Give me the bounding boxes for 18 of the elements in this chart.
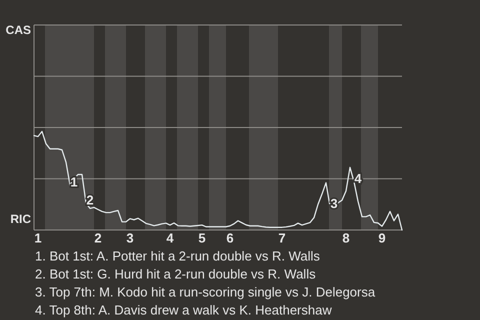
text: 2. Bot 1st: G. Hurd hit a 2-run double vs R. Walls <box>35 266 316 282</box>
text: 1. Bot 1st: A. Potter hit a 2-run double vs R. Walls <box>35 248 320 264</box>
annotation: 1 <box>70 174 78 190</box>
x-tick-label: 3 <box>126 230 134 246</box>
x-tick-label: 1 <box>34 230 42 246</box>
text: 4. Top 8th: A. Davis drew a walk vs K. Heathershaw <box>35 302 332 318</box>
text: RIC <box>10 212 32 226</box>
x-tick-label: 5 <box>198 230 206 246</box>
x-tick-label: 4 <box>166 230 174 246</box>
annotation: 2 <box>86 192 94 208</box>
text: CAS <box>6 23 31 38</box>
x-tick-label: 2 <box>94 230 102 246</box>
text: 3. Top 7th: M. Kodo hit a run-scoring single vs J. Delegorsa <box>35 284 376 300</box>
x-tick-label: 7 <box>278 230 286 246</box>
annotation: 4 <box>354 171 362 186</box>
x-tick-label: 8 <box>342 230 350 246</box>
x-tick-label: 9 <box>378 230 386 246</box>
x-tick-label: 6 <box>226 230 234 246</box>
